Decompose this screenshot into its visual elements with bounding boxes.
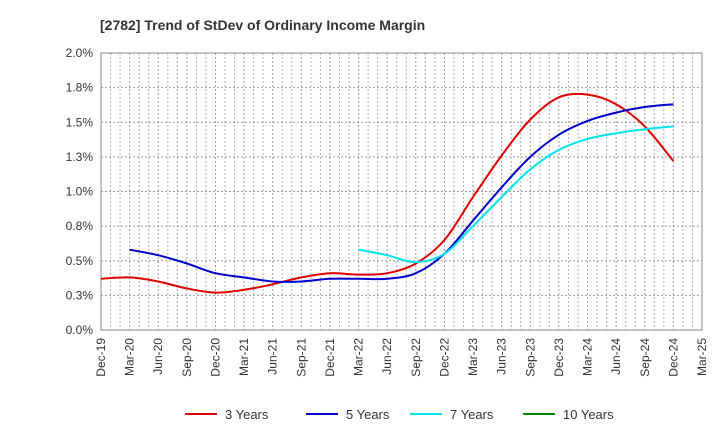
x-tick-label: Dec-19 — [94, 338, 108, 377]
x-tick-label: Mar-25 — [695, 338, 709, 376]
x-tick-label: Sep-21 — [294, 338, 308, 377]
grid-lines — [100, 52, 703, 331]
y-tick-label: 1.8% — [66, 81, 94, 95]
x-tick-label: Jun-21 — [266, 338, 280, 375]
x-tick-label: Mar-24 — [581, 338, 595, 376]
x-tick-label: Sep-23 — [523, 338, 537, 377]
x-tick-label: Jun-23 — [495, 338, 509, 375]
legend-label-5-years: 5 Years — [346, 407, 390, 422]
x-tick-label: Mar-20 — [123, 338, 137, 376]
x-tick-label: Jun-24 — [609, 338, 623, 375]
y-tick-label: 1.3% — [66, 150, 94, 164]
y-tick-label: 2.0% — [66, 46, 94, 60]
y-tick-label: 1.0% — [66, 185, 94, 199]
y-tick-label: 0.5% — [66, 254, 94, 268]
x-tick-label: Dec-21 — [323, 338, 337, 377]
series-line-5-years — [129, 103, 674, 283]
x-tick-label: Jun-20 — [151, 338, 165, 375]
y-tick-label: 0.8% — [66, 219, 94, 233]
x-tick-label: Dec-24 — [666, 338, 680, 377]
x-tick-label: Sep-24 — [638, 338, 652, 377]
legend: 3 Years 5 Years 7 Years 10 Years — [185, 407, 614, 422]
plot-border — [100, 52, 703, 331]
series-lines — [100, 92, 675, 294]
x-tick-label: Sep-20 — [180, 338, 194, 377]
legend-label-10-years: 10 Years — [563, 407, 614, 422]
legend-label-3-years: 3 Years — [225, 407, 269, 422]
x-tick-label: Mar-22 — [352, 338, 366, 376]
y-tick-label: 0.0% — [66, 323, 94, 337]
x-tick-label: Dec-23 — [552, 338, 566, 377]
series-line-3-years — [100, 92, 675, 294]
x-axis: Dec-19 Mar-20 Jun-20 Sep-20 Dec-20 Mar-21 Jun-… — [94, 338, 709, 377]
x-tick-label: Dec-22 — [437, 338, 451, 377]
series-line-7-years — [358, 125, 674, 264]
x-tick-label: Dec-20 — [208, 338, 222, 377]
y-axis: 0.0% 0.3% 0.5% 0.8% 1.0% 1.3% 1.5% 1.8% 2.0% — [66, 46, 94, 337]
x-tick-label: Mar-21 — [237, 338, 251, 376]
x-tick-label: Mar-23 — [466, 338, 480, 376]
y-tick-label: 1.5% — [66, 115, 94, 129]
x-tick-label: Sep-22 — [409, 338, 423, 377]
x-tick-label: Jun-22 — [380, 338, 394, 375]
chart-title: [2782] Trend of StDev of Ordinary Income… — [100, 17, 425, 33]
legend-label-7-years: 7 Years — [450, 407, 494, 422]
y-tick-label: 0.3% — [66, 288, 94, 302]
